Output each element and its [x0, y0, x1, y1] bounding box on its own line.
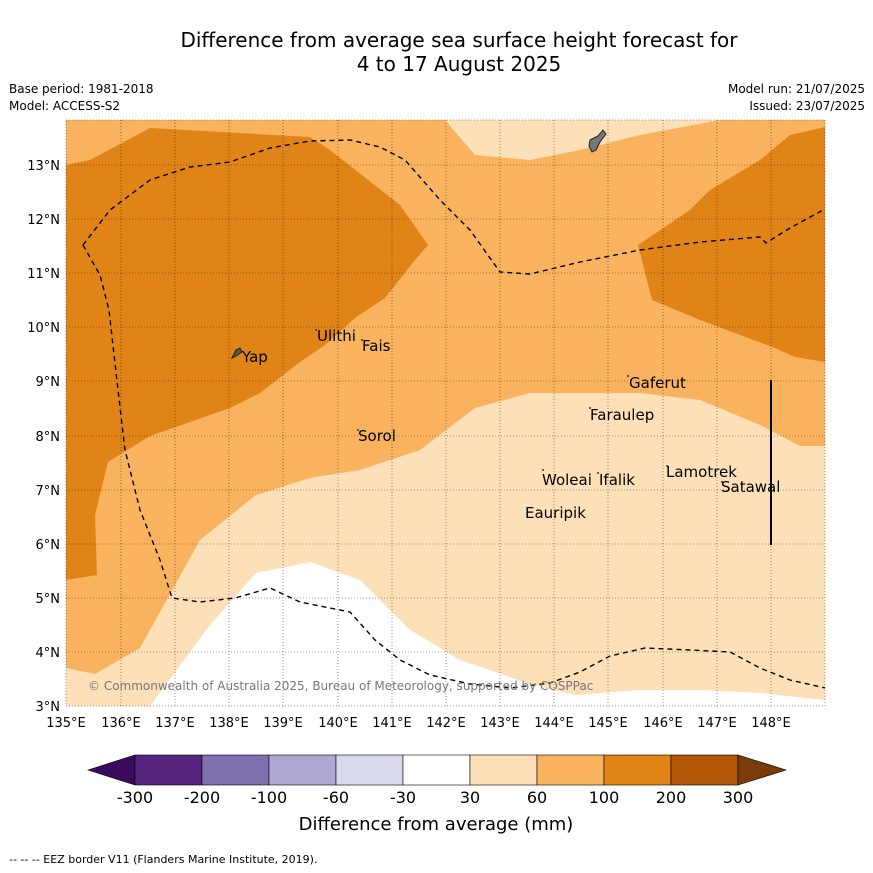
colorbar-swatch	[201, 754, 270, 786]
fais-dot	[361, 339, 363, 341]
issued-date: Issued: 23/07/2025	[749, 99, 865, 113]
y-axis-labels: 3°N 4°N 5°N 6°N 7°N 8°N 9°N 10°N 11°N 12…	[27, 159, 60, 715]
model-name: Model: ACCESS-S2	[9, 99, 121, 113]
y-tick-12: 12°N	[27, 213, 60, 228]
gaferut-dot	[627, 375, 629, 377]
label-faraulep: Faraulep	[590, 406, 654, 424]
x-tick-148: 148°E	[751, 716, 791, 731]
colorbar-tick: 60	[527, 788, 547, 807]
label-woleai: Woleai	[542, 471, 592, 489]
colorbar-swatch	[335, 754, 404, 786]
colorbar-swatch	[536, 754, 605, 786]
colorbar-tick: -100	[251, 788, 287, 807]
x-tick-135: 135°E	[46, 716, 86, 731]
x-tick-142: 142°E	[426, 716, 466, 731]
label-fais: Fais	[362, 337, 391, 355]
x-tick-140: 140°E	[318, 716, 358, 731]
x-tick-136: 136°E	[101, 716, 141, 731]
island-markers	[315, 329, 723, 483]
label-sorol: Sorol	[358, 427, 396, 445]
y-tick-13: 13°N	[27, 159, 60, 174]
colorbar-tick: 300	[723, 788, 754, 807]
band-100-200-east	[638, 127, 825, 362]
label-lamotrek: Lamotrek	[666, 463, 737, 481]
faraulep-dot	[589, 407, 591, 409]
colorbar-swatch	[670, 754, 739, 786]
lamotrek-dot	[666, 465, 668, 467]
colorbar-tick: -300	[117, 788, 153, 807]
colorbar-swatch	[469, 754, 538, 786]
x-tick-145: 145°E	[588, 716, 628, 731]
y-tick-3: 3°N	[36, 700, 61, 715]
y-tick-8: 8°N	[36, 430, 61, 445]
colorbar-tick: -60	[323, 788, 349, 807]
ulithi-dot	[315, 329, 317, 331]
colorbar-swatch	[603, 754, 672, 786]
x-tick-138: 138°E	[209, 716, 249, 731]
map-gridlines	[66, 120, 825, 706]
y-tick-7: 7°N	[36, 484, 61, 499]
y-tick-11: 11°N	[27, 267, 60, 282]
colorbar-tick: 200	[656, 788, 687, 807]
ifalik-dot	[597, 472, 599, 474]
meta-left: Base period: 1981-2018 Model: ACCESS-S2	[9, 81, 154, 115]
colorbar-swatch	[134, 754, 203, 786]
x-tick-144: 144°E	[534, 716, 574, 731]
colorbar-tick: -30	[390, 788, 416, 807]
band-100-200-west	[66, 128, 428, 580]
colorbar-tick: 30	[460, 788, 480, 807]
eez-border-north	[82, 139, 825, 275]
y-tick-6: 6°N	[36, 538, 61, 553]
x-tick-139: 139°E	[263, 716, 303, 731]
footer-note: -- -- -- EEZ border V11 (Flanders Marine…	[9, 853, 318, 866]
colorbar-swatch	[402, 754, 471, 786]
y-tick-10: 10°N	[27, 321, 60, 336]
x-axis-labels: 135°E 136°E 137°E 138°E 139°E 140°E 141°…	[46, 716, 791, 731]
label-satawal: Satawal	[721, 478, 780, 496]
y-tick-9: 9°N	[36, 375, 61, 390]
colorbar-swatch	[268, 754, 337, 786]
y-tick-4: 4°N	[36, 646, 61, 661]
x-tick-147: 147°E	[697, 716, 737, 731]
guam-landmass	[588, 129, 607, 153]
colorbar: -300 -200 -100 -60 -30 30 60 100 200 300…	[87, 754, 788, 835]
eez-border-south	[82, 244, 825, 689]
woleai-dot	[542, 469, 544, 471]
label-gaferut: Gaferut	[629, 374, 686, 392]
colorbar-tick: -200	[184, 788, 220, 807]
label-ulithi: Ulithi	[317, 327, 356, 345]
meta-right: Model run: 21/07/2025 Issued: 23/07/2025	[728, 81, 865, 115]
sorol-dot	[357, 429, 359, 431]
place-labels: Ulithi Fais Yap Gaferut Faraulep Sorol W…	[241, 327, 780, 522]
base-period: Base period: 1981-2018	[9, 82, 154, 96]
x-tick-141: 141°E	[372, 716, 412, 731]
map-area	[66, 120, 825, 706]
colorbar-label: Difference from average (mm)	[299, 814, 574, 835]
title-line-2: 4 to 17 August 2025	[356, 52, 562, 76]
yap-landmass	[230, 347, 243, 360]
x-tick-137: 137°E	[155, 716, 195, 731]
satawal-dot	[721, 481, 723, 483]
x-tick-143: 143°E	[480, 716, 520, 731]
label-eauripik: Eauripik	[525, 504, 586, 522]
colorbar-tick: 100	[589, 788, 620, 807]
map-title: Difference from average sea surface heig…	[0, 28, 873, 76]
x-tick-146: 146°E	[643, 716, 683, 731]
colorbar-ticks: -300 -200 -100 -60 -30 30 60 100 200 300	[117, 788, 753, 807]
y-tick-5: 5°N	[36, 592, 61, 607]
copyright-text: © Commonwealth of Australia 2025, Bureau…	[88, 679, 593, 693]
colorbar-arrow-left	[87, 754, 136, 786]
colorbar-arrow-right	[737, 754, 788, 786]
model-run: Model run: 21/07/2025	[727, 82, 865, 96]
band-30-60-north	[445, 120, 720, 160]
map-frame	[65, 119, 826, 707]
label-yap: Yap	[241, 348, 268, 366]
label-ifalik: Ifalik	[599, 471, 635, 489]
title-line-1: Difference from average sea surface heig…	[180, 28, 738, 52]
